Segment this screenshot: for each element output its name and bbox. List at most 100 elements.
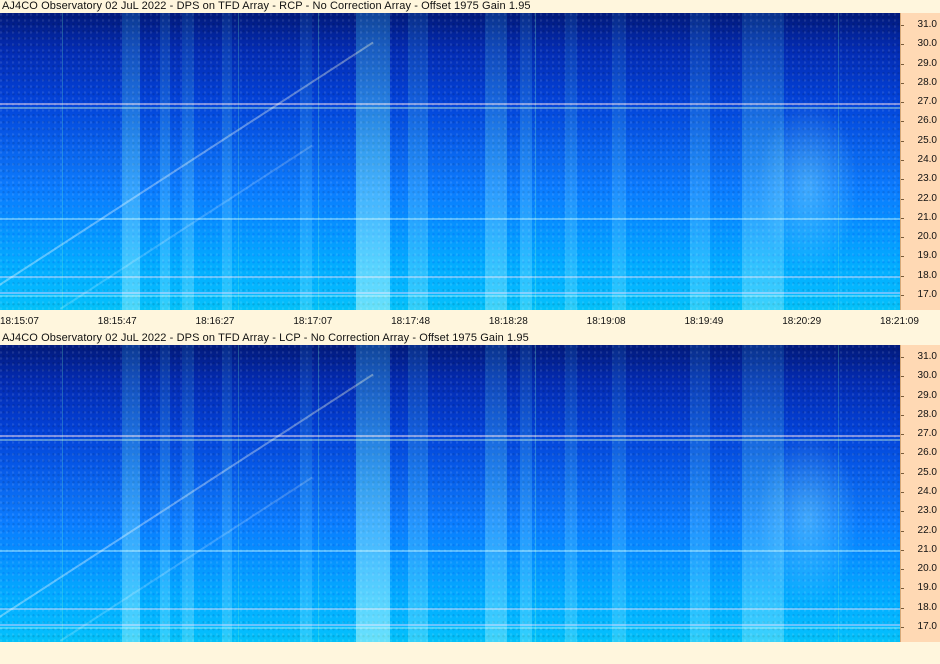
rfi-horizontal-line — [0, 439, 900, 441]
y-tick-label: 26.0 — [901, 115, 940, 127]
y-tick-label: 27.0 — [901, 96, 940, 108]
y-tick-label: 19.0 — [901, 582, 940, 594]
spectral-burst-band — [356, 345, 390, 642]
x-tick-label: 18:19:49 — [684, 316, 724, 327]
spectral-burst-band — [300, 345, 312, 642]
spectral-burst-band — [612, 345, 626, 642]
spectral-burst-band — [565, 345, 577, 642]
spectral-burst-band — [122, 13, 140, 310]
x-tick-label: 18:20:29 — [782, 316, 822, 327]
x-tick-label: 18:15:47 — [97, 316, 137, 327]
y-tick-label: 17.0 — [901, 621, 940, 633]
spectral-burst-band — [300, 13, 312, 310]
y-tick-label: 28.0 — [901, 77, 940, 89]
grid-vline — [318, 345, 319, 642]
emission-haze — [720, 365, 880, 642]
rcp-panel: AJ4CO Observatory 02 JuL 2022 - DPS on T… — [0, 0, 940, 332]
rfi-horizontal-line — [0, 276, 900, 278]
y-tick-label: 26.0 — [901, 447, 940, 459]
rfi-horizontal-line — [0, 295, 900, 297]
lcp-title: AJ4CO Observatory 02 JuL 2022 - DPS on T… — [2, 332, 529, 344]
y-tick-label: 31.0 — [901, 351, 940, 363]
x-tick-label: 18:17:07 — [293, 316, 333, 327]
grid-vline — [318, 13, 319, 310]
x-tick-label: 18:15:07 — [0, 316, 39, 327]
spectral-burst-band — [742, 13, 784, 310]
y-tick-label: 18.0 — [901, 270, 940, 282]
rfi-horizontal-line — [0, 107, 900, 109]
y-tick-label: 27.0 — [901, 428, 940, 440]
x-tick-label: 18:21:09 — [880, 316, 919, 327]
grid-vline — [535, 345, 536, 642]
footer-strip — [0, 642, 940, 664]
spectral-burst-band — [408, 13, 428, 310]
y-tick-label: 30.0 — [901, 38, 940, 50]
y-tick-label: 22.0 — [901, 193, 940, 205]
rfi-horizontal-line — [0, 218, 900, 220]
lcp-y-axis: 31.0 30.0 29.0 28.0 27.0 26.0 25.0 24.0 23.0 22.0… — [900, 345, 940, 642]
spectral-burst-band — [690, 345, 710, 642]
emission-haze — [720, 33, 880, 310]
y-tick-label: 24.0 — [901, 486, 940, 498]
rfi-horizontal-line — [0, 608, 900, 610]
grid-vline — [535, 13, 536, 310]
x-tick-label: 18:18:28 — [488, 316, 528, 327]
spectral-burst-band — [356, 13, 390, 310]
y-tick-label: 25.0 — [901, 135, 940, 147]
rfi-horizontal-line — [0, 435, 900, 437]
rfi-horizontal-line — [0, 292, 900, 294]
spectral-burst-band — [690, 13, 710, 310]
rcp-spectrogram[interactable] — [0, 13, 900, 310]
spectral-burst-band — [520, 345, 532, 642]
rcp-x-axis: 18:15:07 18:15:47 18:16:27 18:17:07 18:17:48… — [0, 310, 940, 332]
grid-vline — [62, 13, 63, 310]
grid-vline — [238, 13, 239, 310]
y-tick-label: 17.0 — [901, 289, 940, 301]
y-tick-label: 20.0 — [901, 231, 940, 243]
y-tick-label: 23.0 — [901, 505, 940, 517]
y-tick-label: 21.0 — [901, 544, 940, 556]
spectral-burst-band — [520, 13, 532, 310]
spectral-burst-band — [742, 345, 784, 642]
y-tick-label: 22.0 — [901, 525, 940, 537]
spectral-burst-band — [408, 345, 428, 642]
rfi-horizontal-line — [0, 550, 900, 552]
y-tick-label: 25.0 — [901, 467, 940, 479]
x-tick-label: 18:19:08 — [586, 316, 626, 327]
rcp-y-axis: 31.0 30.0 29.0 28.0 27.0 26.0 25.0 24.0 23.0 22.0… — [900, 13, 940, 310]
spectrogram-noise-layer — [0, 13, 900, 310]
y-tick-label: 20.0 — [901, 563, 940, 575]
y-tick-label: 29.0 — [901, 58, 940, 70]
y-tick-label: 29.0 — [901, 390, 940, 402]
grid-vline — [838, 13, 839, 310]
spectral-burst-band — [612, 13, 626, 310]
y-tick-label: 18.0 — [901, 602, 940, 614]
y-tick-label: 24.0 — [901, 154, 940, 166]
rfi-horizontal-line — [0, 627, 900, 629]
spectral-burst-band — [160, 345, 170, 642]
grid-vline — [238, 345, 239, 642]
spectral-burst-band — [122, 345, 140, 642]
y-tick-label: 21.0 — [901, 212, 940, 224]
spectral-burst-band — [222, 345, 232, 642]
x-tick-label: 18:16:27 — [195, 316, 235, 327]
spectrogram-noise-layer — [0, 345, 900, 642]
spectral-burst-band — [160, 13, 170, 310]
grid-vline — [62, 345, 63, 642]
lcp-panel: AJ4CO Observatory 02 JuL 2022 - DPS on T… — [0, 332, 940, 664]
y-tick-label: 23.0 — [901, 173, 940, 185]
spectral-burst-band — [485, 13, 507, 310]
lcp-spectrogram[interactable] — [0, 345, 900, 642]
y-tick-label: 30.0 — [901, 370, 940, 382]
y-tick-label: 31.0 — [901, 19, 940, 31]
rcp-title: AJ4CO Observatory 02 JuL 2022 - DPS on T… — [2, 0, 531, 12]
rfi-horizontal-line — [0, 103, 900, 105]
spectral-burst-band — [485, 345, 507, 642]
spectral-burst-band — [222, 13, 232, 310]
rfi-horizontal-line — [0, 624, 900, 626]
spectral-burst-band — [565, 13, 577, 310]
x-tick-label: 18:17:48 — [391, 316, 431, 327]
y-tick-label: 28.0 — [901, 409, 940, 421]
y-tick-label: 19.0 — [901, 250, 940, 262]
